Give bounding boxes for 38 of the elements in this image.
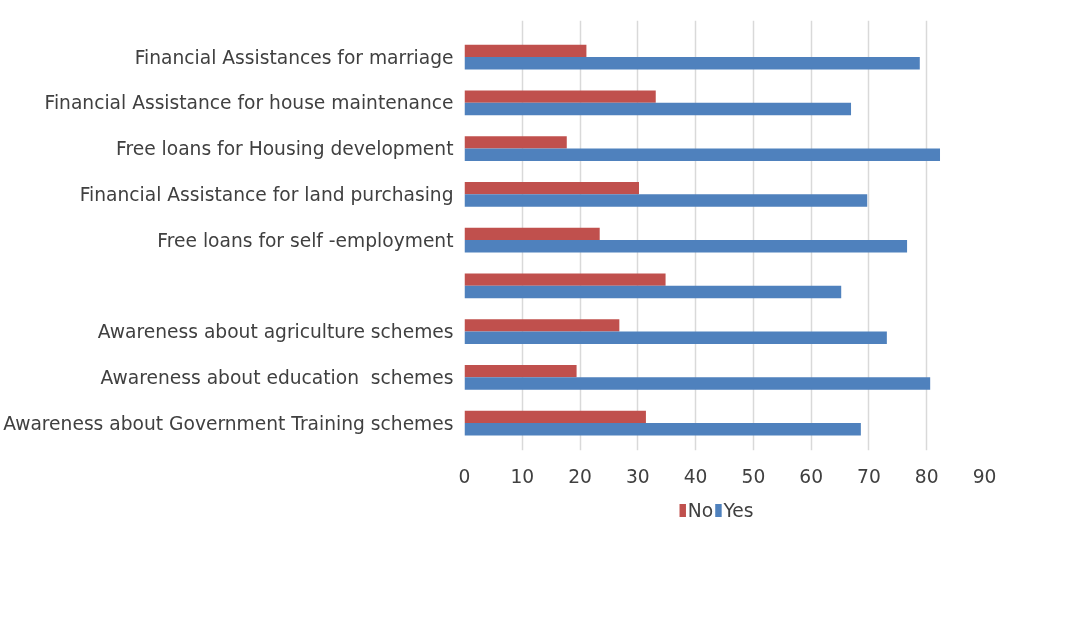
x-tick-label: 80 — [914, 465, 939, 487]
legend-label: Yes — [722, 500, 754, 521]
bar — [464, 194, 868, 207]
x-tick-label: 50 — [741, 465, 766, 487]
x-tick-label: 0 — [458, 465, 471, 487]
y-tick-label: Awareness about agriculture schemes — [97, 321, 454, 343]
bar — [464, 285, 842, 299]
bar — [464, 90, 656, 103]
bar — [464, 364, 577, 378]
x-tick-label: 20 — [568, 465, 592, 487]
bar — [464, 57, 920, 70]
bar — [464, 240, 908, 253]
y-tick-label: Awareness about Government Training schemes — [3, 412, 454, 434]
x-tick-label: 60 — [799, 465, 824, 487]
x-tick-label: 40 — [683, 465, 708, 487]
bar — [464, 148, 941, 161]
bar — [464, 227, 600, 241]
bar — [464, 377, 931, 390]
bar — [464, 102, 852, 116]
bar — [464, 410, 646, 424]
y-tick-label: Free loans for Housing development — [116, 138, 454, 160]
bar — [464, 181, 639, 195]
y-tick-label: Awareness about education schemes — [100, 366, 454, 388]
y-tick-label: Financial Assistance for land purchasing — [79, 183, 454, 205]
x-tick-label: 10 — [510, 465, 535, 487]
bar — [464, 331, 887, 344]
legend-label: No — [687, 500, 714, 521]
bar — [464, 44, 587, 58]
bar — [464, 136, 567, 149]
y-tick-label: Financial Assistances for marriage — [134, 46, 454, 68]
y-tick-label: Free loans for self -employment — [157, 229, 454, 251]
x-tick-label: 70 — [857, 465, 881, 487]
bar — [464, 423, 861, 436]
x-tick-label: 90 — [972, 465, 997, 487]
bar — [464, 319, 620, 332]
bar — [464, 273, 666, 286]
y-tick-label: Financial Assistance for house maintenance — [44, 92, 454, 114]
x-tick-label: 30 — [625, 465, 650, 487]
